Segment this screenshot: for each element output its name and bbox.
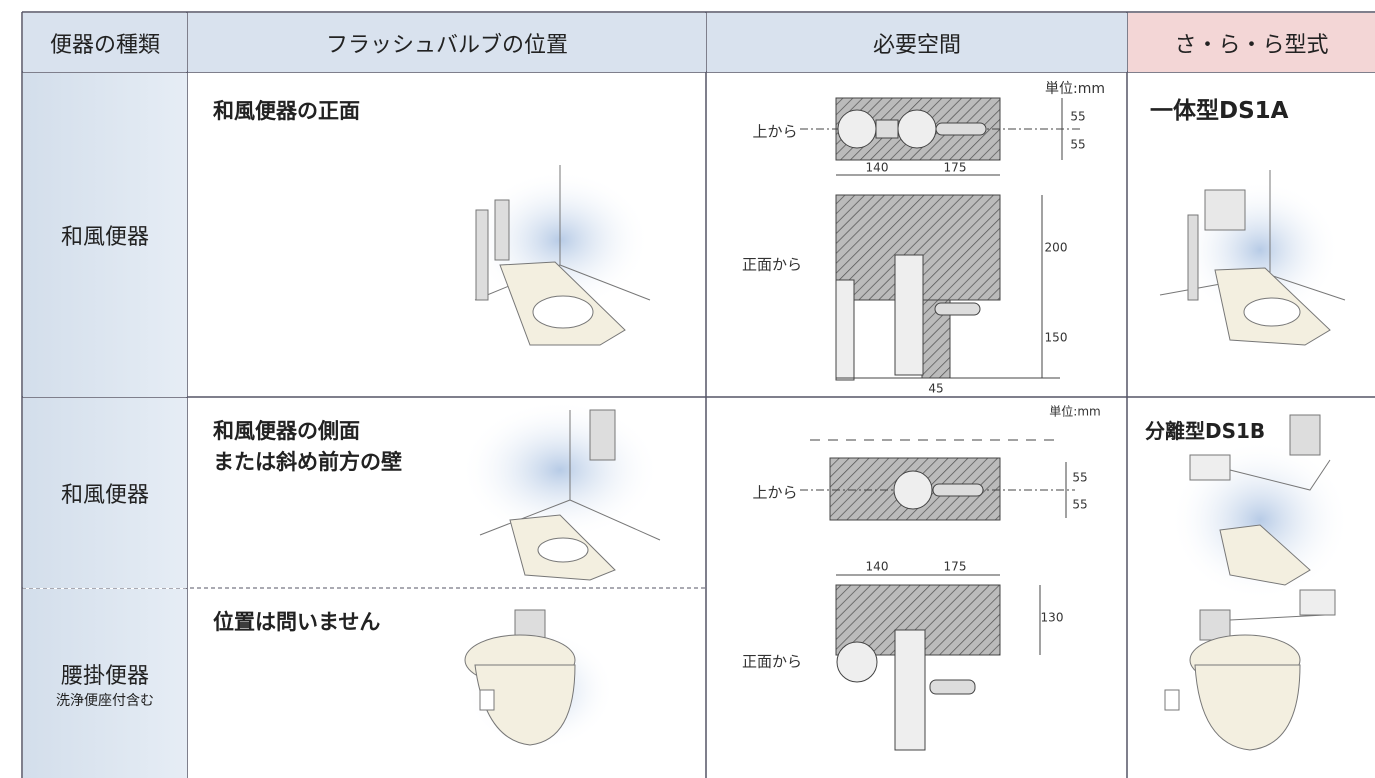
space-drawing [800, 439, 1075, 751]
text-line: 一体型DS1A [1150, 98, 1289, 124]
space-drawing [800, 97, 1080, 381]
dimension: 55 [1072, 498, 1087, 512]
dimension: 55 [1070, 110, 1085, 124]
dimension: 140 [866, 560, 889, 574]
type-note: 洗浄便座付含む [56, 692, 154, 709]
position-text: 和風便器の側面または斜め前方の壁 [188, 398, 402, 478]
type-text: 腰掛便器 [60, 663, 149, 689]
position-text: 和風便器の正面 [188, 78, 360, 127]
table-grid [21, 11, 1375, 778]
dimension: 55 [1072, 471, 1087, 485]
illustration [1164, 414, 1350, 751]
dimension: 175 [944, 161, 967, 175]
header-cell: さ・ら・ら型式 [1128, 13, 1375, 72]
dimension: 200 [1045, 241, 1068, 255]
toilet-type: 腰掛便器洗浄便座付含む [23, 589, 187, 778]
toilet-type: 和風便器 [23, 398, 187, 588]
header-cell: フラッシュバルブの位置 [188, 13, 706, 72]
dimension: 130 [1041, 611, 1064, 625]
text-line: 位置は問いません [213, 610, 381, 634]
dimension: 140 [866, 161, 889, 175]
dimension: 150 [1045, 331, 1068, 345]
illustration [1159, 170, 1346, 346]
text-line: 和風便器の側面 [213, 419, 360, 443]
dimension: 55 [1070, 138, 1085, 152]
view-label: 上から [752, 484, 797, 502]
illustration [470, 165, 651, 346]
unit-label: 単位:mm [1045, 81, 1105, 97]
model-name: 一体型DS1A [1125, 78, 1288, 127]
view-label: 正面から [742, 653, 802, 671]
illustration [460, 400, 661, 750]
header-cell: 必要空間 [707, 13, 1127, 72]
view-label: 正面から [742, 256, 802, 274]
type-text: 和風便器 [60, 225, 149, 250]
text-line: 和風便器の正面 [213, 99, 360, 123]
header-cell: 便器の種類 [23, 13, 187, 72]
model-name: 分離型DS1B [1120, 398, 1265, 447]
type-text: 和風便器 [60, 483, 149, 508]
dimension: 45 [928, 382, 943, 396]
view-label: 上から [752, 123, 797, 141]
text-line: または斜め前方の壁 [213, 450, 402, 474]
position-text: 位置は問いません [188, 589, 380, 638]
unit-label: 単位:mm [1049, 404, 1100, 419]
dimension: 175 [944, 560, 967, 574]
toilet-type: 和風便器 [23, 73, 187, 397]
text-line: 分離型DS1B [1145, 419, 1266, 443]
